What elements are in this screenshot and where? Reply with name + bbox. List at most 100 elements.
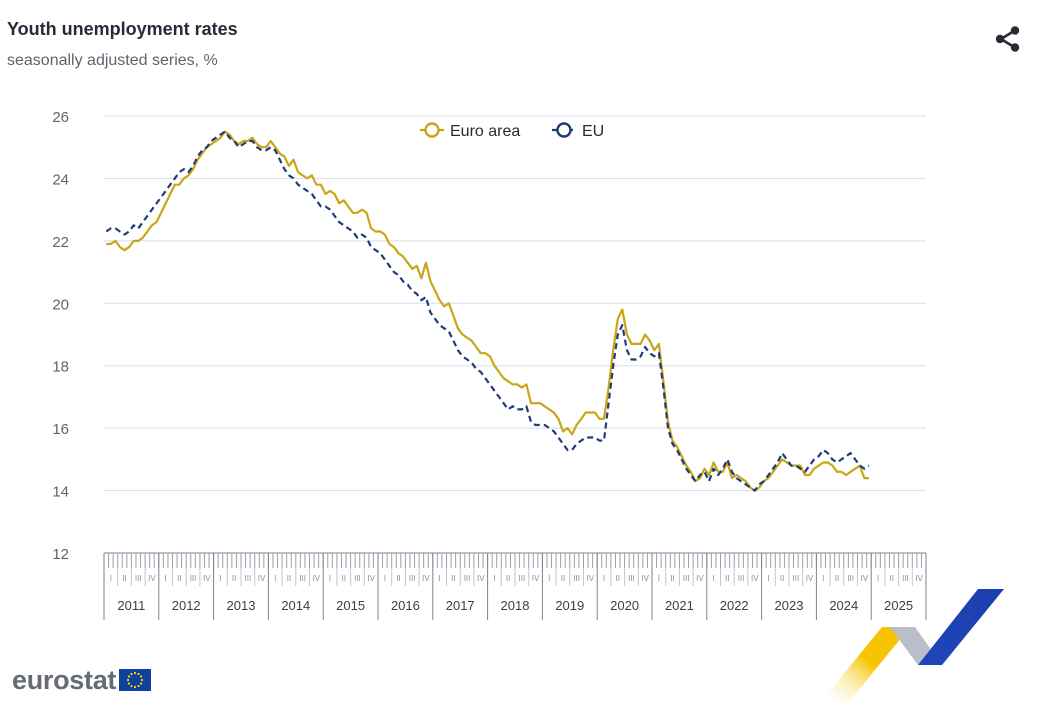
flag-star [127, 678, 130, 682]
gridlines [104, 115, 926, 492]
x-quarter-label: III [464, 574, 471, 583]
x-year-label: 2022 [720, 598, 749, 613]
x-quarter-label: III [190, 574, 197, 583]
decorative-ribbon-shape [820, 589, 1004, 703]
x-quarter-label: I [767, 574, 769, 583]
x-quarter-label: IV [587, 574, 595, 583]
x-quarter-label: IV [422, 574, 430, 583]
x-quarter-label: IV [641, 574, 649, 583]
flag-star [137, 684, 140, 688]
x-quarter-label: I [274, 574, 276, 583]
x-quarter-label: III [902, 574, 909, 583]
x-quarter-label: IV [696, 574, 704, 583]
eu-flag-icon [119, 669, 152, 691]
y-tick-label: 22 [52, 234, 69, 251]
x-quarter-label: IV [751, 574, 759, 583]
x-quarter-label: IV [258, 574, 266, 583]
x-year-label: 2011 [117, 598, 145, 613]
x-quarter-label: I [493, 574, 495, 583]
legend-item-eu[interactable]: EU [552, 122, 604, 140]
x-quarter-label: II [342, 574, 346, 583]
x-quarter-label: I [603, 574, 605, 583]
x-quarter-label: II [506, 574, 510, 583]
x-quarter-label: IV [148, 574, 156, 583]
x-quarter-label: III [683, 574, 690, 583]
y-tick-label: 20 [52, 296, 69, 313]
chart-subtitle: seasonally adjusted series, % [7, 52, 218, 69]
flag-star [141, 678, 144, 682]
x-quarter-label: III [135, 574, 142, 583]
chart-legend[interactable]: Euro area EU [420, 122, 604, 140]
x-quarter-label: IV [203, 574, 211, 583]
x-quarter-label: IV [477, 574, 485, 583]
x-quarter-label: I [822, 574, 824, 583]
eurostat-wordmark: eurostat [12, 664, 117, 695]
y-tick-label: 24 [52, 171, 69, 188]
y-tick-label: 14 [52, 484, 69, 501]
legend-marker-symbol [424, 122, 440, 138]
x-quarter-label: I [658, 574, 660, 583]
y-tick-label: 18 [52, 359, 69, 376]
series-lines [105, 130, 870, 492]
x-year-label: 2018 [501, 598, 530, 613]
chart-title: Youth unemployment rates [7, 19, 238, 39]
flag-star [134, 671, 137, 675]
x-year-label: 2024 [829, 598, 858, 613]
x-quarter-label: III [409, 574, 416, 583]
x-quarter-label: II [725, 574, 729, 583]
series-line-euro-area[interactable] [106, 130, 869, 492]
share-icon [995, 26, 1020, 52]
x-quarter-label: III [245, 574, 252, 583]
x-year-label: 2025 [884, 598, 913, 613]
x-quarter-label: I [329, 574, 331, 583]
x-quarter-label: I [165, 574, 167, 583]
x-year-label: 2015 [336, 598, 365, 613]
x-year-label: 2016 [391, 598, 420, 613]
y-tick-label: 12 [52, 546, 69, 563]
x-year-label: 2021 [665, 598, 694, 613]
flag-star [134, 685, 137, 689]
x-quarter-label: II [232, 574, 236, 583]
legend-item-euro-area[interactable]: Euro area [420, 122, 520, 140]
legend-marker-symbol [556, 122, 572, 138]
flag-star [140, 682, 143, 685]
flag-star [130, 684, 133, 688]
x-quarter-label: IV [532, 574, 540, 583]
x-quarter-label: III [519, 574, 526, 583]
x-quarter-label: II [890, 574, 894, 583]
share-button[interactable] [991, 22, 1025, 56]
x-quarter-label: II [835, 574, 839, 583]
x-quarter-label: III [738, 574, 745, 583]
x-year-label: 2017 [446, 598, 475, 613]
x-quarter-label: III [299, 574, 306, 583]
x-quarter-label: I [219, 574, 221, 583]
series-line-eu[interactable] [105, 130, 870, 492]
x-quarter-label: IV [806, 574, 814, 583]
x-quarter-label: III [573, 574, 580, 583]
x-year-label: 2023 [775, 598, 804, 613]
x-year-label: 2020 [610, 598, 639, 613]
x-quarter-label: II [780, 574, 784, 583]
x-quarter-label: I [110, 574, 112, 583]
x-quarter-label: IV [861, 574, 869, 583]
x-quarter-label: II [122, 574, 126, 583]
x-year-label: 2019 [555, 598, 584, 613]
flag-star [130, 672, 133, 676]
x-quarter-label: I [713, 574, 715, 583]
x-quarter-label: IV [313, 574, 321, 583]
y-axis-tick-labels: 12 14 16 18 20 22 24 26 [52, 109, 69, 563]
x-quarter-label: I [439, 574, 441, 583]
flag-star [140, 675, 143, 678]
flag-star [127, 675, 131, 678]
x-quarter-label: III [354, 574, 361, 583]
x-quarter-label: II [396, 574, 400, 583]
x-quarter-label: II [670, 574, 674, 583]
x-quarter-label: IV [915, 574, 923, 583]
flag-star [137, 672, 140, 676]
x-quarter-label: III [628, 574, 635, 583]
flag-star [127, 682, 131, 685]
legend-label: Euro area [450, 123, 520, 140]
x-quarter-label: II [561, 574, 565, 583]
